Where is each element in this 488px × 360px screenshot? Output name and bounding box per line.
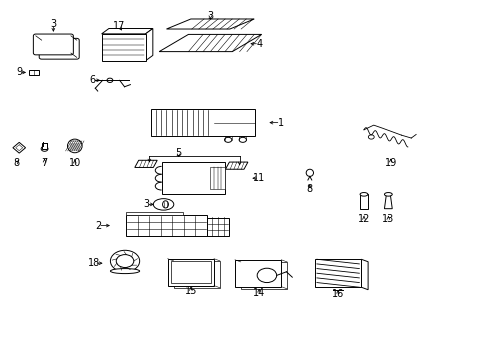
Bar (42, 143, 47, 149)
Text: 8: 8 (13, 158, 20, 168)
Text: 18: 18 (88, 258, 100, 268)
Bar (359, 194, 367, 209)
Bar (102, 34, 145, 61)
Text: 2: 2 (95, 221, 101, 230)
Polygon shape (13, 142, 25, 153)
Bar (161, 162, 224, 194)
Bar (150, 109, 255, 136)
Bar (314, 259, 361, 287)
Bar (126, 215, 206, 236)
Ellipse shape (153, 199, 173, 210)
Text: 5: 5 (175, 148, 182, 158)
Ellipse shape (359, 193, 367, 196)
Polygon shape (225, 162, 247, 169)
Text: 3: 3 (50, 19, 56, 29)
Polygon shape (102, 28, 153, 34)
Ellipse shape (305, 169, 313, 176)
Polygon shape (135, 160, 157, 167)
Circle shape (367, 135, 373, 139)
Bar (167, 259, 214, 285)
Bar (126, 212, 182, 215)
Ellipse shape (162, 201, 168, 208)
Text: 8: 8 (306, 184, 312, 194)
Ellipse shape (41, 146, 48, 151)
Circle shape (257, 268, 276, 283)
Text: 19: 19 (384, 158, 396, 168)
Polygon shape (159, 35, 261, 51)
Text: 1: 1 (277, 118, 283, 128)
Text: 9: 9 (16, 67, 22, 77)
Text: 14: 14 (252, 288, 264, 298)
Text: 3: 3 (142, 199, 149, 210)
Polygon shape (361, 259, 367, 290)
Polygon shape (384, 194, 391, 209)
Bar (210, 167, 224, 189)
Text: 7: 7 (41, 158, 48, 168)
Bar (171, 261, 210, 283)
Circle shape (116, 255, 134, 267)
Ellipse shape (384, 193, 391, 196)
Bar (206, 218, 229, 236)
Polygon shape (145, 28, 153, 61)
Ellipse shape (239, 137, 246, 142)
Circle shape (110, 250, 140, 272)
Text: 6: 6 (89, 75, 95, 85)
Text: 16: 16 (331, 289, 344, 299)
Circle shape (107, 78, 113, 82)
Bar (235, 260, 281, 287)
Text: 12: 12 (357, 215, 369, 224)
Text: 11: 11 (252, 173, 264, 183)
Bar (173, 261, 220, 288)
Text: 13: 13 (382, 215, 394, 224)
Polygon shape (166, 19, 254, 29)
Text: 17: 17 (112, 21, 124, 31)
Bar (29, 69, 39, 75)
Ellipse shape (110, 269, 140, 274)
Bar (241, 262, 286, 289)
Text: 3: 3 (207, 11, 213, 21)
Text: 10: 10 (68, 158, 81, 168)
Text: 4: 4 (256, 39, 262, 49)
Text: 15: 15 (184, 286, 197, 296)
Ellipse shape (67, 139, 82, 153)
Ellipse shape (224, 137, 231, 142)
FancyBboxPatch shape (33, 34, 73, 55)
FancyBboxPatch shape (39, 39, 79, 59)
